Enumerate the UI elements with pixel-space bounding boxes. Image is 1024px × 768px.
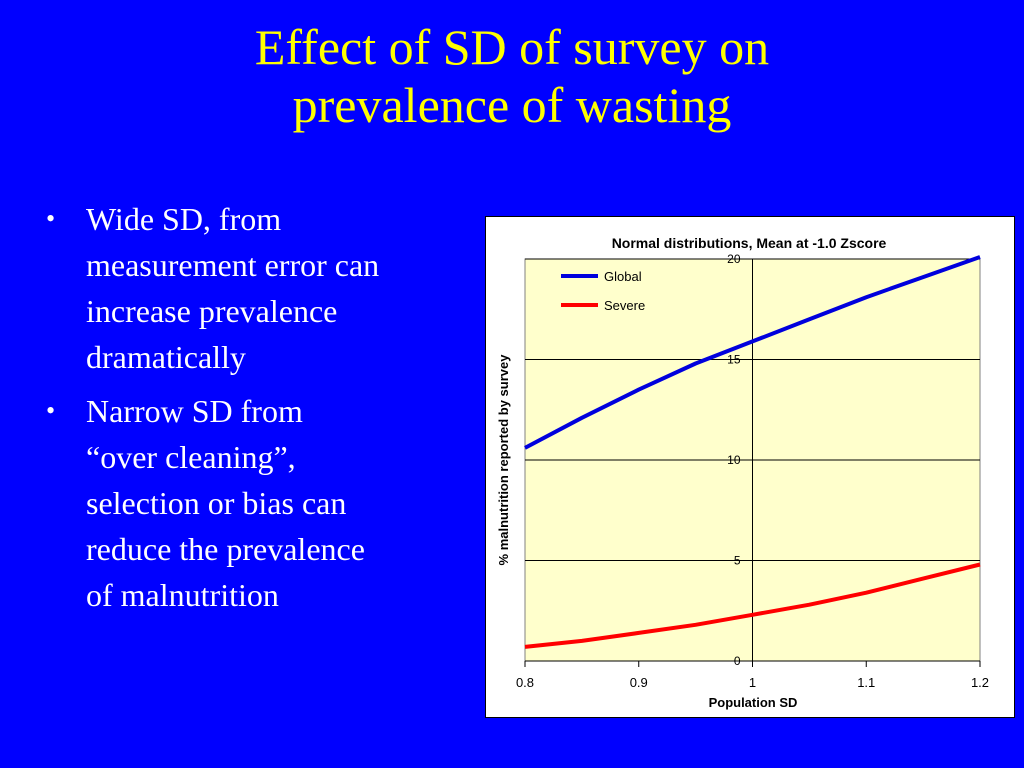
bullet-dot-icon: • [46,204,56,233]
x-tick-labels: 0.8 0.9 1 1.1 1.2 [516,675,989,690]
title-line-2: prevalence of wasting [292,77,732,133]
bullet-line: dramatically [86,339,246,375]
y-tick-labels: 0 5 10 15 20 [727,252,741,668]
y-tick-label-15: 15 [727,353,741,367]
bullet-line: increase prevalence [86,293,338,329]
y-axis-label: % malnutrition reported by survey [496,354,511,566]
y-tick-label-10: 10 [727,453,741,467]
bullet-line: selection or bias can [86,485,347,521]
x-tick-label-1.2: 1.2 [971,675,989,690]
title-line-1: Effect of SD of survey on [254,19,770,75]
series-line-severe [524,562,981,649]
x-axis-label: Population SD [709,695,798,710]
bullet-line: Wide SD, from [86,201,282,237]
slide-title: Effect of SD of survey on prevalence of … [0,18,1024,134]
bullet-line: of malnutrition [86,577,279,613]
chart-legend: Global Severe [561,269,645,313]
x-tick-label-0.9: 0.9 [630,675,648,690]
y-tick-label-0: 0 [734,654,741,668]
x-tick-label-1.1: 1.1 [857,675,875,690]
line-chart: Normal distributions, Mean at -1.0 Zscor… [496,235,989,710]
y-tick-label-5: 5 [734,554,741,568]
x-tick-label-0.8: 0.8 [516,675,534,690]
axes [524,258,981,667]
x-tick-label-1: 1 [749,675,756,690]
bullet-line: measurement error can [86,247,380,283]
legend-label-global: Global [604,269,642,284]
y-tick-label-20: 20 [727,252,741,266]
bullet-line: Narrow SD from [86,393,303,429]
bullet-item-1: • Wide SD, from measurement error can in… [40,196,460,380]
legend-label-severe: Severe [604,298,645,313]
bullet-line: “over cleaning”, [86,439,296,475]
bullet-line: reduce the prevalence [86,531,365,567]
series-line-global [524,255,981,450]
bullet-item-2: • Narrow SD from “over cleaning”, select… [40,388,460,618]
bullet-list: • Wide SD, from measurement error can in… [40,196,460,626]
series-lines [524,255,981,649]
chart-title: Normal distributions, Mean at -1.0 Zscor… [612,235,887,251]
bullet-dot-icon: • [46,396,56,425]
chart-container: Normal distributions, Mean at -1.0 Zscor… [485,216,1015,718]
